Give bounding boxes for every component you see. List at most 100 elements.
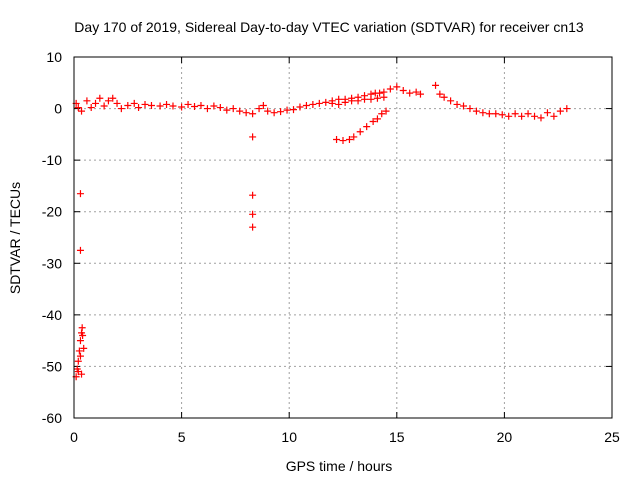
data-point [197, 101, 205, 109]
data-point [350, 133, 358, 141]
data-point [348, 97, 356, 105]
x-tick-label: 25 [604, 429, 620, 445]
data-point [104, 97, 112, 105]
y-tick-label: 10 [46, 49, 62, 65]
y-tick-label: -20 [42, 204, 62, 220]
data-point [96, 94, 104, 102]
data-point [78, 370, 86, 378]
data-point [249, 210, 257, 218]
y-axis-label: SDTVAR / TECUs [7, 182, 23, 294]
data-point [556, 107, 564, 115]
data-point [339, 137, 347, 145]
data-point [264, 107, 272, 115]
data-point [382, 107, 390, 115]
data-point [335, 100, 343, 108]
data-point [492, 110, 500, 118]
data-point [135, 104, 143, 112]
data-point [380, 93, 388, 101]
data-point [361, 95, 369, 103]
data-point [341, 98, 349, 106]
data-point [511, 110, 519, 118]
data-point [290, 106, 298, 114]
data-point [333, 136, 341, 144]
data-point [345, 136, 353, 144]
data-point [373, 115, 381, 123]
data-point [315, 99, 323, 107]
data-point [322, 98, 330, 106]
chart-title: Day 170 of 2019, Sidereal Day-to-day VTE… [74, 19, 584, 35]
data-point [255, 105, 263, 113]
data-point [378, 110, 386, 118]
data-point [460, 102, 468, 110]
data-point [432, 81, 440, 89]
data-point [412, 88, 420, 96]
data-point [472, 107, 480, 115]
data-point [354, 97, 362, 105]
data-point [277, 108, 285, 116]
data-point [328, 99, 336, 107]
data-point [216, 104, 224, 112]
data-point [393, 83, 401, 91]
data-point [436, 90, 444, 98]
plot-frame [73, 56, 613, 419]
x-tick-label: 5 [178, 429, 186, 445]
data-point [74, 104, 82, 112]
y-tick-label: -50 [42, 358, 62, 374]
data-point [76, 246, 84, 254]
data-point [141, 100, 149, 108]
data-point [242, 109, 250, 117]
data-point [249, 110, 257, 118]
data-point [124, 101, 132, 109]
data-point [406, 89, 414, 97]
data-point [229, 105, 237, 113]
y-tick-label: -10 [42, 152, 62, 168]
data-point [249, 133, 257, 141]
data-point [87, 104, 95, 112]
data-point [130, 99, 138, 107]
data-point [236, 107, 244, 115]
data-point [191, 103, 199, 111]
data-point [531, 112, 539, 120]
data-point [78, 107, 86, 115]
grid-lines [74, 57, 612, 418]
data-point [356, 128, 364, 136]
data-points [72, 81, 571, 381]
data-point [184, 100, 192, 108]
data-point [498, 111, 506, 119]
y-tick-label: -60 [42, 410, 62, 426]
data-point [163, 100, 171, 108]
data-point [78, 324, 86, 332]
data-point [447, 97, 455, 105]
data-point [113, 99, 121, 107]
data-point [518, 112, 526, 120]
data-point [479, 109, 487, 117]
data-point [169, 102, 177, 110]
data-point [83, 97, 91, 105]
data-point [369, 117, 377, 125]
data-point [76, 352, 84, 360]
data-point [203, 105, 211, 113]
data-point [524, 110, 532, 118]
data-point [537, 114, 545, 122]
data-point [373, 94, 381, 102]
data-point [283, 106, 291, 114]
y-tick-label: -30 [42, 255, 62, 271]
data-point [223, 106, 231, 114]
data-point [79, 331, 87, 339]
x-tick-label: 10 [281, 429, 297, 445]
data-point [399, 87, 407, 95]
data-point [259, 101, 267, 109]
data-point [485, 110, 493, 118]
data-point [296, 103, 304, 111]
data-point [75, 347, 83, 355]
data-point [76, 190, 84, 198]
data-point [210, 102, 218, 110]
x-tick-label: 20 [497, 429, 513, 445]
data-point [178, 103, 186, 111]
x-axis-label: GPS time / hours [286, 458, 393, 474]
data-point [416, 90, 424, 98]
data-point [386, 85, 394, 93]
data-point [505, 112, 513, 120]
data-point [440, 93, 448, 101]
